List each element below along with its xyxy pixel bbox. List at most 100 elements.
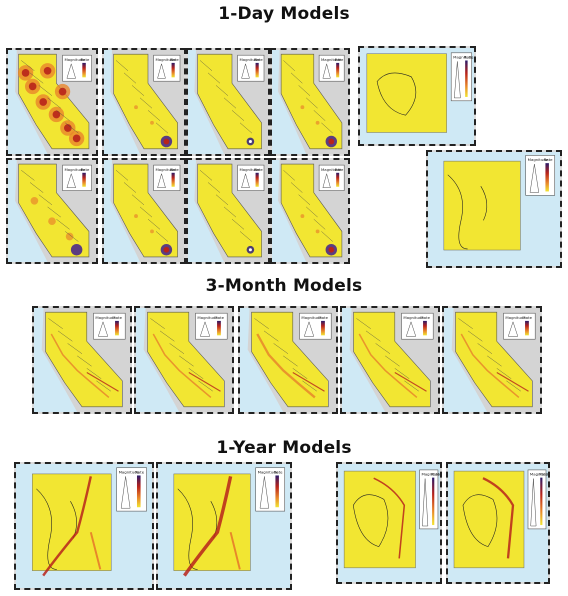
county-line <box>21 170 35 181</box>
county-line <box>223 206 237 218</box>
hotspot <box>300 214 305 219</box>
county-line <box>147 219 161 230</box>
county-line <box>290 72 303 84</box>
magnitude-glyph <box>405 321 417 337</box>
county-line <box>199 170 213 181</box>
hotspot <box>150 229 154 234</box>
subduction-zone <box>89 531 102 570</box>
legend-rate-label: Rate <box>431 472 440 477</box>
hotspot <box>248 248 252 252</box>
county-line <box>56 219 70 230</box>
county-line <box>115 60 129 71</box>
colorbar <box>255 62 259 78</box>
county-line <box>155 231 169 242</box>
county-line <box>254 318 269 329</box>
forecast-region <box>173 473 251 571</box>
fault-trace <box>460 333 520 399</box>
county-line <box>283 60 295 71</box>
magnitude-glyph <box>241 62 250 79</box>
legend-magnitude-label: Magnitude <box>258 470 279 475</box>
county-line <box>65 122 79 134</box>
county-line <box>375 343 391 354</box>
subduction-zone <box>42 476 92 577</box>
legend-magnitude-label: Magnitude <box>240 167 261 172</box>
legend-magnitude-label: Magnitude <box>403 315 424 320</box>
hotspot <box>70 243 83 256</box>
forecast-region <box>366 53 447 133</box>
magnitude-glyph <box>259 476 270 509</box>
county-line <box>223 97 237 109</box>
forecast-region <box>443 160 521 251</box>
legend-magnitude-label: Magnitude <box>197 315 218 320</box>
magnitude-glyph <box>454 61 461 99</box>
fault-trace <box>86 371 119 392</box>
hotspot <box>39 98 48 106</box>
hotspot <box>28 82 37 91</box>
subduction-zone <box>229 531 241 570</box>
county-line <box>321 231 333 242</box>
county-line <box>139 206 153 218</box>
county-line <box>263 330 279 342</box>
county-line <box>169 343 185 354</box>
subduction-zone <box>183 476 233 577</box>
county-line <box>356 318 371 329</box>
colorbar <box>115 320 119 336</box>
county-line <box>506 380 521 392</box>
legend-magnitude-label: Magnitude <box>156 167 177 172</box>
fault-trace <box>394 371 427 392</box>
county-line <box>385 355 400 367</box>
hotspot <box>52 110 61 119</box>
county-line <box>313 110 326 121</box>
county-line <box>86 368 102 379</box>
county-line <box>239 122 253 134</box>
county-line <box>199 60 213 71</box>
hotspot <box>58 87 67 96</box>
county-line <box>321 122 333 134</box>
legend-rate-label: Rate <box>170 57 179 62</box>
legend-rate-label: Rate <box>81 167 90 172</box>
county-line <box>306 97 318 109</box>
magnitude-glyph <box>66 172 76 188</box>
colorbar <box>321 320 325 336</box>
magnitude-glyph <box>529 164 540 193</box>
county-line <box>56 110 70 121</box>
county-line <box>298 194 311 206</box>
county-line <box>147 110 161 121</box>
legend-magnitude-label: Magnitude <box>530 472 548 477</box>
legend-rate-label: Rate <box>335 57 344 62</box>
coastline <box>352 494 389 547</box>
county-line <box>67 343 83 354</box>
hotspot <box>65 232 74 241</box>
colorbar <box>255 172 259 187</box>
hotspot <box>43 66 52 75</box>
legend-rate-label: Rate <box>274 470 283 475</box>
legend-magnitude-label: Magnitude <box>95 315 116 320</box>
county-line <box>215 194 229 206</box>
hotspot <box>30 196 39 205</box>
county-line <box>150 318 165 329</box>
